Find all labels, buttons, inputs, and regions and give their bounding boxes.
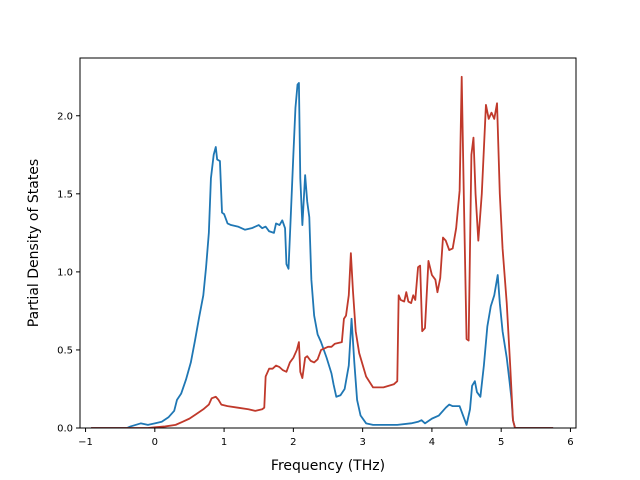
y-axis-label: Partial Density of States	[26, 159, 42, 327]
y-tick-label: 0.0	[57, 424, 73, 435]
y-axis: 0.0 0.5 1.0 1.5 2.0	[57, 111, 80, 435]
x-tick-label: 4	[429, 437, 435, 448]
x-tick-label: 1	[221, 437, 227, 448]
y-tick-label: 2.0	[57, 111, 73, 122]
y-tick-label: 1.5	[57, 189, 73, 200]
y-tick-label: 1.0	[57, 267, 73, 278]
series-line-2	[91, 75, 554, 428]
plot-frame	[79, 57, 577, 429]
y-tick-label: 0.5	[57, 345, 73, 356]
x-tick-label: 2	[290, 437, 296, 448]
x-axis-label: Frequency (THz)	[271, 458, 385, 474]
series-layer	[91, 75, 554, 428]
x-tick-label: 6	[567, 437, 573, 448]
x-tick-label: 0	[152, 437, 158, 448]
x-tick-label: 3	[359, 437, 365, 448]
x-axis: −1 0 1 2 3 4 5 6	[78, 428, 574, 448]
x-tick-label: 5	[498, 437, 504, 448]
series-line-1	[91, 82, 554, 428]
x-tick-label: −1	[78, 437, 93, 448]
